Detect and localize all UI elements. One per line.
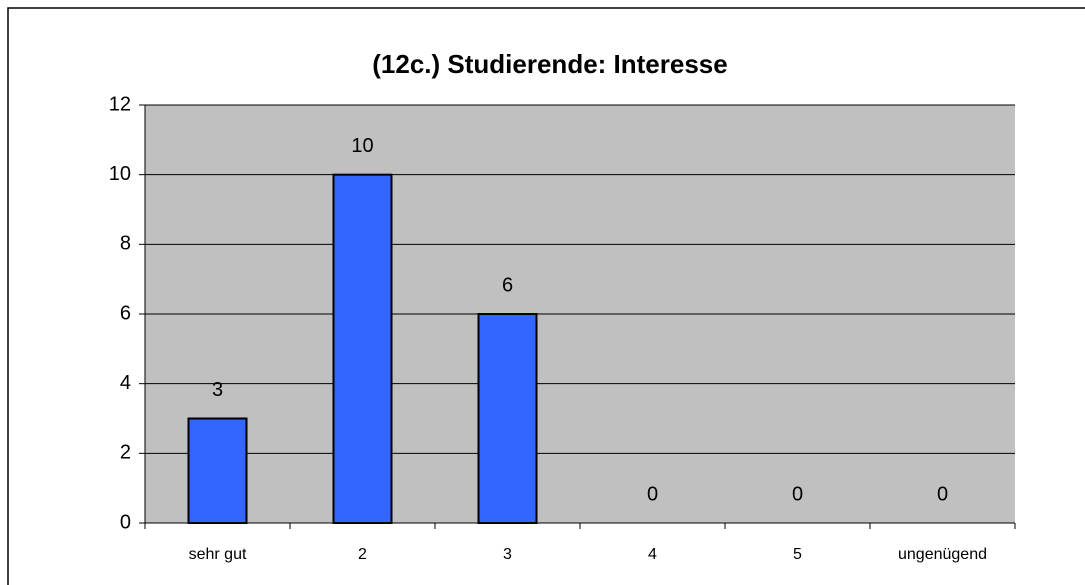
y-tick-label: 0 <box>120 511 131 533</box>
x-tick-label: 2 <box>358 546 367 563</box>
x-tick-label: ungenügend <box>898 546 987 563</box>
y-tick-label: 8 <box>120 233 131 255</box>
data-label: 0 <box>792 483 803 505</box>
y-tick-label: 12 <box>109 93 131 115</box>
chart-title: (12c.) Studierende: Interesse <box>372 49 727 79</box>
bar <box>332 173 393 525</box>
data-label: 6 <box>502 274 513 296</box>
y-tick-label: 2 <box>120 442 131 464</box>
y-tick-label: 4 <box>120 372 131 394</box>
y-tick-label: 6 <box>120 302 131 324</box>
data-label: 10 <box>351 135 373 157</box>
bar <box>187 417 248 524</box>
chart-border <box>7 7 1085 585</box>
x-tick-label: 4 <box>648 546 657 563</box>
x-tick-label: 5 <box>793 546 802 563</box>
data-label: 3 <box>212 379 223 401</box>
data-label: 0 <box>937 483 948 505</box>
x-tick-label: 3 <box>503 546 512 563</box>
x-tick-label: sehr gut <box>189 546 247 563</box>
bar <box>477 313 538 524</box>
y-tick-label: 10 <box>109 163 131 185</box>
data-label: 0 <box>647 483 658 505</box>
